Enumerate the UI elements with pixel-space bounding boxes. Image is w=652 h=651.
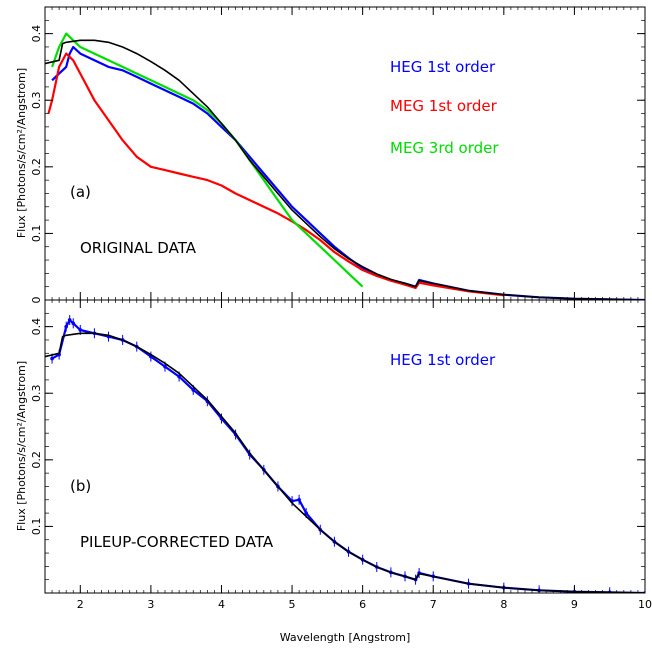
series-line-meg-3rd-order [51, 32, 364, 288]
data-point [50, 356, 54, 361]
data-point [64, 324, 68, 329]
legend-entry: MEG 1st order [390, 97, 498, 115]
panel-a-legend: HEG 1st order MEG 1st order MEG 3rd order [390, 58, 499, 157]
data-point [78, 328, 83, 332]
data-point [177, 374, 181, 379]
x-tick-label: 8 [500, 598, 507, 611]
x-tick-label: 9 [571, 598, 578, 611]
legend-entry: HEG 1st order [390, 58, 496, 76]
panel-b-legend: HEG 1st order [390, 351, 496, 369]
x-tick-label: 3 [147, 598, 154, 611]
model-line [45, 332, 645, 593]
y-tick-label: 0.1 [30, 225, 43, 243]
x-axis-label: Wavelength [Angstrom] [280, 631, 411, 644]
panel-a-series [45, 32, 645, 300]
panel-a: 0 0.1 0.2 0.3 0.4 HEG 1st order MEG 1st order… [15, 6, 646, 304]
model-line [45, 39, 645, 300]
data-point [163, 364, 167, 369]
y-tick-label: 0.2 [30, 158, 43, 176]
panel-a-x-ticks [44, 7, 646, 300]
x-tick-label: 4 [218, 598, 225, 611]
y-tick-label: 0.4 [30, 25, 43, 43]
panel-b-label: (b) [70, 477, 91, 495]
panel-b-x-ticks: 2 3 4 5 6 7 8 9 10 [44, 300, 652, 611]
series-line-meg-1st-order [47, 52, 504, 297]
x-tick-label: 10 [638, 598, 652, 611]
data-point [304, 511, 308, 515]
panel-a-annotation: ORIGINAL DATA [80, 239, 197, 257]
data-point [191, 388, 196, 392]
y-tick-label: 0.4 [30, 318, 43, 336]
y-tick-label: 0.1 [30, 518, 43, 536]
panel-a-label: (a) [70, 183, 91, 201]
panel-a-y-axis-label: Flux [Photons/s/cm²/Angstrom] [15, 68, 28, 238]
panel-b-series [45, 314, 645, 593]
data-point [67, 318, 72, 322]
y-tick-label: 0.3 [30, 91, 43, 109]
y-tick-label: 0 [30, 297, 43, 304]
x-tick-label: 5 [289, 598, 296, 611]
panel-b-annotation: PILEUP-CORRECTED DATA [80, 533, 274, 551]
legend-entry: HEG 1st order [390, 351, 496, 369]
x-tick-label: 7 [430, 598, 437, 611]
legend-entry: MEG 3rd order [390, 139, 499, 157]
data-point [297, 497, 301, 502]
panel-b: 2 3 4 5 6 7 8 9 10 0.1 0.2 0.3 0.4 HEG 1st order (b… [15, 299, 652, 644]
panel-a-y-ticks: 0 0.1 0.2 0.3 0.4 [30, 19, 645, 304]
y-tick-label: 0.2 [30, 451, 43, 469]
panel-b-y-ticks: 0.1 0.2 0.3 0.4 [30, 312, 645, 581]
y-tick-label: 0.3 [30, 384, 43, 402]
x-tick-label: 6 [359, 598, 366, 611]
panel-b-y-axis-label: Flux [Photons/s/cm²/Angstrom] [15, 361, 28, 531]
data-point [71, 321, 76, 326]
x-tick-label: 2 [77, 598, 84, 611]
